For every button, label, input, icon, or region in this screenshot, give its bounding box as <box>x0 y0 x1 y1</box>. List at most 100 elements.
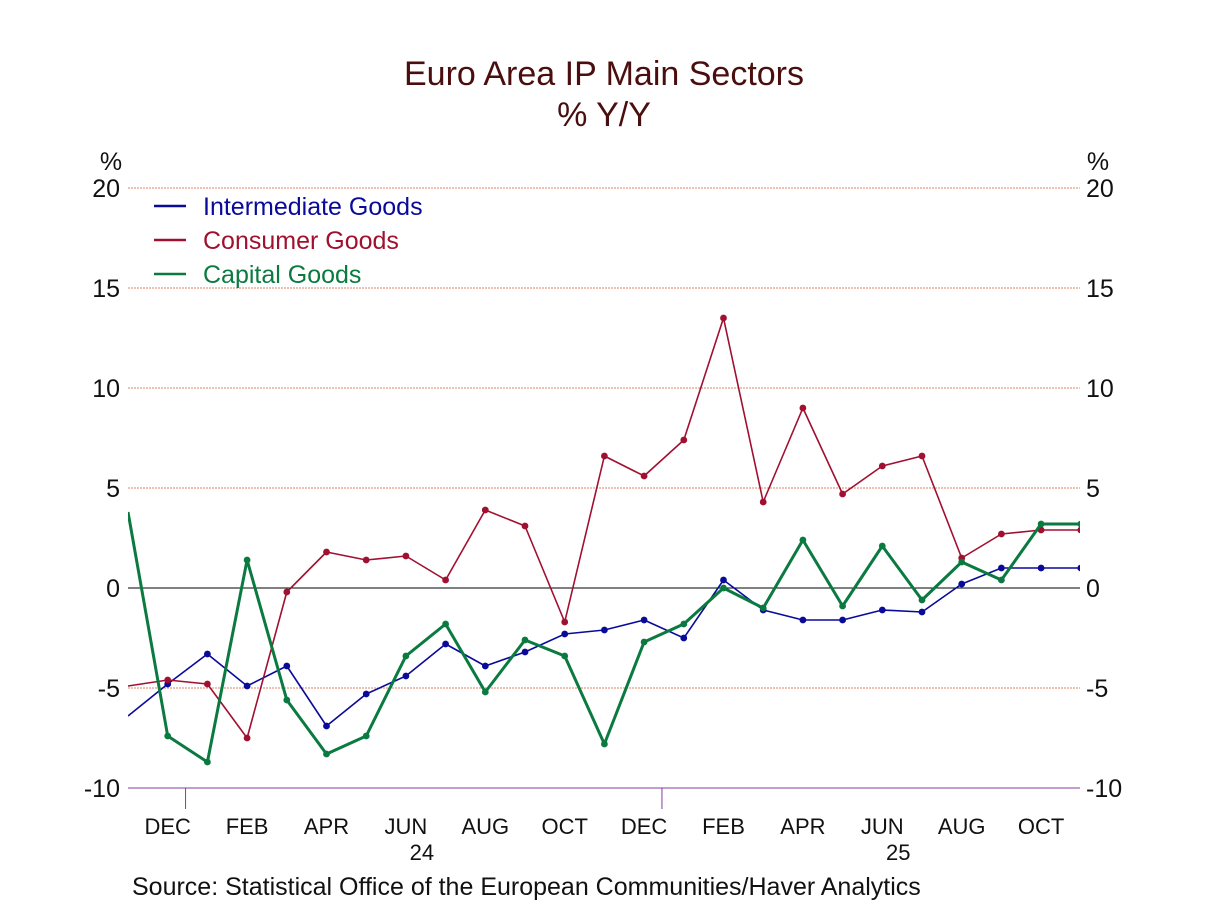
y-tick-label-right: 15 <box>1086 275 1114 303</box>
data-point <box>601 626 608 634</box>
data-point <box>362 690 370 698</box>
year-label: 25 <box>886 840 910 865</box>
data-point <box>402 552 410 560</box>
data-point <box>680 620 688 628</box>
y-tick-label-left: -5 <box>98 675 120 703</box>
x-tick-label: OCT <box>541 814 587 839</box>
data-point <box>323 750 330 758</box>
data-point <box>799 404 807 412</box>
data-point <box>243 556 251 564</box>
y-axis-ticks: 20 20 15 15 10 10 5 5 0 0 -5 -5 -10 -10 <box>84 175 1122 803</box>
x-tick-label: FEB <box>702 814 745 839</box>
data-point <box>164 676 172 684</box>
series-capital-goods <box>128 511 1080 766</box>
data-point <box>601 452 608 460</box>
x-axis <box>128 787 1080 809</box>
year-label: 24 <box>410 840 434 865</box>
data-point <box>442 620 449 628</box>
legend: Intermediate Goods Consumer Goods Capital … <box>154 193 423 289</box>
data-point <box>521 522 529 530</box>
data-point <box>839 490 846 498</box>
chart-subtitle: % Y/Y <box>557 96 651 134</box>
y-tick-label-right: 0 <box>1086 575 1100 603</box>
data-point <box>521 636 529 644</box>
y-tick-label-left: -10 <box>84 775 120 803</box>
data-point <box>958 580 966 588</box>
data-point <box>283 696 291 704</box>
y-tick-label-right: 5 <box>1086 475 1100 503</box>
chart-title: Euro Area IP Main Sectors <box>404 55 804 93</box>
series-line <box>128 317 1080 739</box>
data-point <box>1037 564 1045 572</box>
data-point <box>759 604 767 612</box>
data-point <box>918 596 926 604</box>
series-line <box>128 511 1080 764</box>
data-point <box>958 558 966 566</box>
data-point <box>998 576 1005 584</box>
data-point <box>680 436 688 444</box>
data-point <box>283 662 291 670</box>
data-point <box>878 462 886 470</box>
data-point <box>561 652 569 660</box>
data-point <box>839 602 846 610</box>
y-tick-label-left: 0 <box>106 575 120 603</box>
y-tick-label-left: 15 <box>92 275 120 303</box>
x-tick-label: APR <box>780 814 825 839</box>
data-point <box>323 548 330 556</box>
x-axis-ticks: DEC FEB APR JUN AUG OCT DEC FEB APR JUN AUG OCT 24 25 <box>144 814 1064 865</box>
data-point <box>323 722 330 730</box>
data-point <box>561 618 569 626</box>
y-tick-label-left: 10 <box>92 375 120 403</box>
data-point <box>481 688 489 696</box>
y-unit-right: % <box>1087 148 1109 176</box>
data-point <box>998 530 1005 538</box>
data-point <box>799 616 807 624</box>
data-point <box>402 652 410 660</box>
data-point <box>918 452 926 460</box>
data-point <box>839 616 846 624</box>
y-unit-left: % <box>100 148 122 176</box>
data-point <box>720 576 727 584</box>
legend-label: Consumer Goods <box>203 227 399 255</box>
data-point <box>442 640 449 648</box>
data-point <box>759 498 767 506</box>
legend-label: Capital Goods <box>203 261 361 289</box>
data-point <box>720 314 727 322</box>
legend-label: Intermediate Goods <box>203 193 423 221</box>
x-tick-label: FEB <box>226 814 269 839</box>
data-point <box>243 734 251 742</box>
data-point <box>878 542 886 550</box>
data-point <box>243 682 251 690</box>
data-point <box>680 634 688 642</box>
series-consumer-goods <box>128 314 1080 742</box>
y-tick-label-right: 10 <box>1086 375 1114 403</box>
series-intermediate-goods <box>128 564 1080 730</box>
y-tick-label-right: -5 <box>1086 675 1108 703</box>
source-note: Source: Statistical Office of the Europe… <box>132 873 921 901</box>
data-point <box>640 638 648 646</box>
y-tick-label-right: 20 <box>1086 175 1114 203</box>
data-point <box>918 608 926 616</box>
x-tick-label: AUG <box>938 814 986 839</box>
data-point <box>204 758 211 766</box>
x-tick-label: OCT <box>1018 814 1064 839</box>
data-point <box>561 630 569 638</box>
data-point <box>640 616 648 624</box>
y-tick-label-left: 5 <box>106 475 120 503</box>
data-point <box>204 650 211 658</box>
series-lines <box>128 314 1080 766</box>
data-point <box>362 556 370 564</box>
x-tick-label: DEC <box>144 814 191 839</box>
data-point <box>720 584 727 592</box>
data-point <box>481 506 489 514</box>
data-point <box>164 732 172 740</box>
x-tick-label: JUN <box>385 814 428 839</box>
data-point <box>1077 526 1080 534</box>
y-tick-label-right: -10 <box>1086 775 1122 803</box>
x-tick-label: AUG <box>461 814 509 839</box>
x-tick-label: JUN <box>861 814 904 839</box>
data-point <box>1037 520 1045 528</box>
data-point <box>878 606 886 614</box>
data-point <box>362 732 370 740</box>
